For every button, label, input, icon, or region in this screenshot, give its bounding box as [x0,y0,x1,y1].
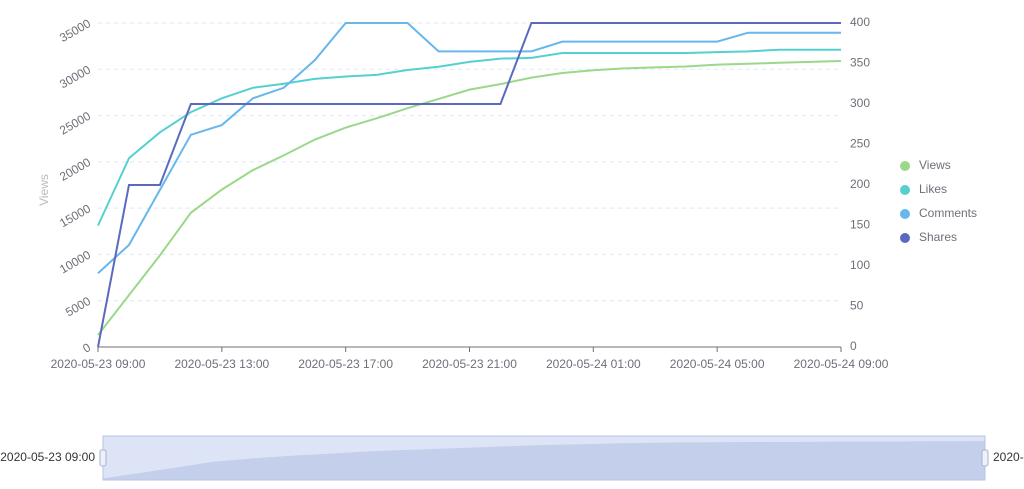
legend-label: Shares [919,230,957,244]
y2-tick-label: 150 [850,218,870,232]
series-line [97,59,842,336]
y2-tick-label: 250 [850,137,870,151]
y2-tick-label: 300 [850,96,870,110]
x-tick-label: 2020-05-23 17:00 [298,357,393,371]
legend-label: Views [919,158,951,172]
series-line [97,48,841,226]
x-tick-label: 2020-05-23 09:00 [51,357,146,371]
x-tick-label: 2020-05-23 13:00 [174,357,269,371]
y-tick-label: 30000 [57,62,93,91]
y-tick-label: 25000 [57,109,93,138]
x-tick-label: 2020-05-24 09:00 [794,357,889,371]
y2-tick-label: 350 [850,56,870,70]
legend-marker [900,233,910,243]
zoom-area [103,441,985,480]
legend-label: Likes [919,182,947,196]
legend-marker [900,161,910,171]
y2-tick-label: 200 [850,177,870,191]
y2-tick-label: 50 [850,299,864,313]
y2-tick-label: 0 [850,339,857,353]
x-tick-label: 2020-05-24 05:00 [670,357,765,371]
zoom-handle[interactable] [99,449,107,467]
x-tick-label: 2020-05-23 21:00 [422,357,517,371]
y2-tick-label: 400 [850,15,870,29]
y-tick-label: 20000 [57,155,93,184]
zoom-start-label: 2020-05-23 09:00 [0,450,95,464]
y-tick-label: 35000 [57,16,93,45]
legend-marker [900,185,910,195]
legend-label: Comments [919,206,977,220]
y-axis-title: Views [37,174,51,206]
y-tick-label: 0 [80,340,93,356]
y-tick-label: 5000 [63,294,93,320]
y-tick-label: 15000 [57,201,93,230]
legend-marker [900,209,910,219]
zoom-handle[interactable] [981,449,989,467]
x-tick-label: 2020-05-24 01:00 [546,357,641,371]
series-line [97,22,841,348]
y-tick-label: 10000 [57,247,93,276]
zoom-end-label: 2020-05-24 09:00 [993,450,1024,464]
y2-tick-label: 100 [850,258,870,272]
series-line [97,22,841,275]
